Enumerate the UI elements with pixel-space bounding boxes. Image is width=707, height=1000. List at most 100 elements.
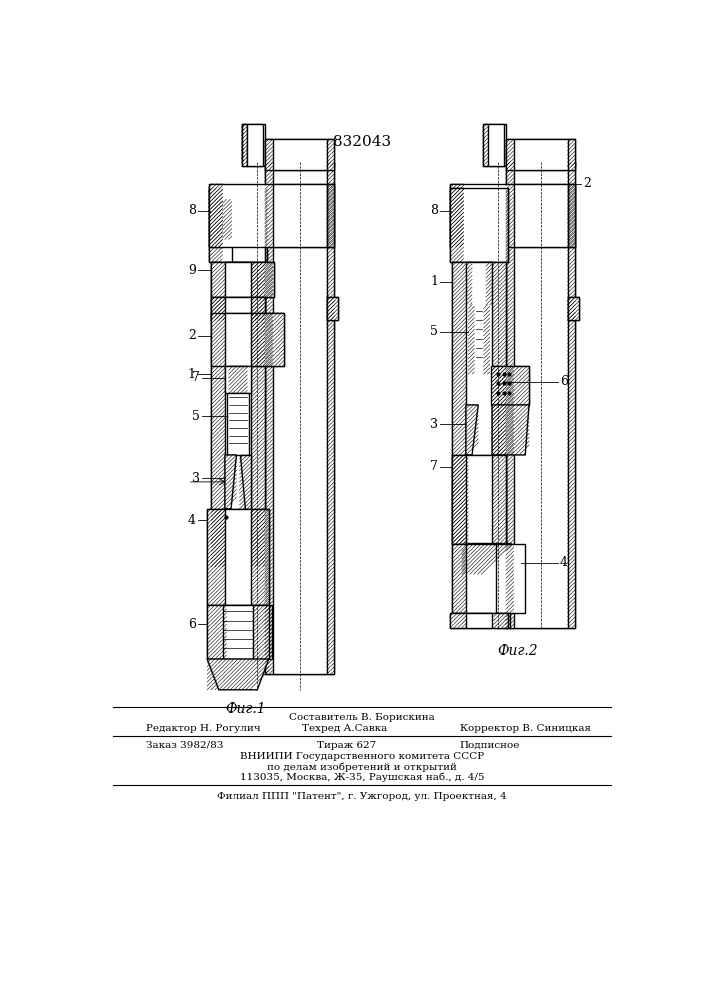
Polygon shape: [466, 405, 478, 455]
Text: 4: 4: [188, 514, 196, 527]
Text: Тираж 627: Тираж 627: [317, 741, 377, 750]
Bar: [450, 613, 466, 628]
Bar: [265, 188, 267, 262]
Bar: [514, 139, 568, 170]
Bar: [466, 262, 472, 305]
Bar: [327, 184, 334, 247]
Polygon shape: [462, 544, 511, 574]
Bar: [483, 124, 506, 166]
Text: Корректор В. Синицкая: Корректор В. Синицкая: [460, 724, 591, 733]
Bar: [506, 139, 514, 166]
Text: Фиг.1: Фиг.1: [226, 702, 266, 716]
Bar: [273, 184, 327, 247]
Text: 5: 5: [192, 410, 199, 423]
Bar: [486, 262, 492, 305]
Bar: [327, 162, 334, 674]
Bar: [466, 544, 496, 613]
Bar: [466, 262, 492, 305]
Bar: [514, 184, 568, 247]
Bar: [568, 297, 579, 320]
Bar: [207, 509, 225, 605]
Text: 9: 9: [188, 264, 196, 277]
Bar: [265, 139, 273, 166]
Bar: [225, 262, 251, 297]
Bar: [452, 262, 466, 544]
Text: Составитель В. Борискина: Составитель В. Борискина: [289, 713, 435, 722]
Bar: [493, 613, 510, 628]
Text: 3: 3: [431, 418, 438, 431]
Bar: [450, 184, 464, 247]
Polygon shape: [225, 455, 236, 509]
Bar: [223, 605, 252, 659]
Bar: [489, 124, 503, 166]
Bar: [506, 162, 575, 628]
Bar: [568, 184, 575, 247]
Bar: [227, 393, 249, 455]
Text: 2: 2: [188, 329, 196, 342]
Text: 5: 5: [431, 325, 438, 338]
Bar: [251, 297, 265, 567]
Text: 1: 1: [431, 275, 438, 288]
Bar: [568, 162, 575, 628]
Bar: [232, 188, 265, 262]
Bar: [450, 188, 508, 262]
Bar: [209, 188, 223, 262]
Text: 7: 7: [192, 371, 199, 384]
Bar: [483, 124, 489, 166]
Bar: [251, 509, 269, 605]
Text: 7: 7: [431, 460, 438, 473]
Bar: [492, 262, 506, 544]
Bar: [225, 297, 251, 567]
Bar: [452, 455, 506, 544]
Bar: [452, 262, 506, 544]
Text: Техред А.Савка: Техред А.Савка: [302, 724, 387, 733]
Bar: [327, 139, 334, 166]
Bar: [247, 124, 262, 166]
Bar: [242, 124, 265, 166]
Bar: [207, 605, 226, 659]
Bar: [468, 305, 490, 374]
Text: 3: 3: [192, 472, 199, 485]
Bar: [568, 139, 575, 166]
Bar: [450, 613, 508, 628]
Text: 1: 1: [188, 368, 196, 381]
Text: по делам изобретений и открытий: по делам изобретений и открытий: [267, 762, 457, 772]
Bar: [273, 162, 327, 674]
Text: Фиг.2: Фиг.2: [497, 644, 538, 658]
Bar: [514, 162, 568, 628]
Text: 8: 8: [431, 204, 438, 217]
Bar: [251, 312, 284, 366]
Bar: [265, 139, 334, 170]
Bar: [211, 262, 274, 297]
Bar: [492, 366, 529, 405]
Bar: [506, 188, 508, 262]
Bar: [265, 162, 273, 674]
Bar: [225, 366, 251, 393]
Text: 6: 6: [560, 375, 568, 388]
Bar: [466, 455, 492, 544]
Bar: [211, 262, 225, 320]
Bar: [568, 297, 579, 320]
Bar: [211, 262, 265, 320]
Bar: [252, 605, 272, 659]
Text: 113035, Москва, Ж-35, Раушская наб., д. 4/5: 113035, Москва, Ж-35, Раушская наб., д. …: [240, 773, 484, 782]
Bar: [327, 297, 338, 320]
Bar: [229, 366, 247, 393]
Bar: [273, 139, 327, 170]
Bar: [466, 613, 492, 628]
Bar: [225, 262, 251, 320]
Bar: [466, 262, 492, 544]
Bar: [506, 139, 575, 170]
Bar: [211, 297, 225, 567]
Bar: [242, 124, 247, 166]
Bar: [450, 184, 575, 247]
Bar: [452, 544, 466, 613]
Bar: [491, 366, 529, 405]
Text: 2: 2: [583, 177, 591, 190]
Text: Филиал ППП "Патент", г. Ужгород, ул. Проектная, 4: Филиал ППП "Патент", г. Ужгород, ул. Про…: [217, 792, 507, 801]
Bar: [207, 605, 269, 659]
Text: Подписное: Подписное: [460, 741, 520, 750]
Bar: [225, 509, 251, 605]
Polygon shape: [207, 659, 269, 690]
Bar: [452, 544, 525, 613]
